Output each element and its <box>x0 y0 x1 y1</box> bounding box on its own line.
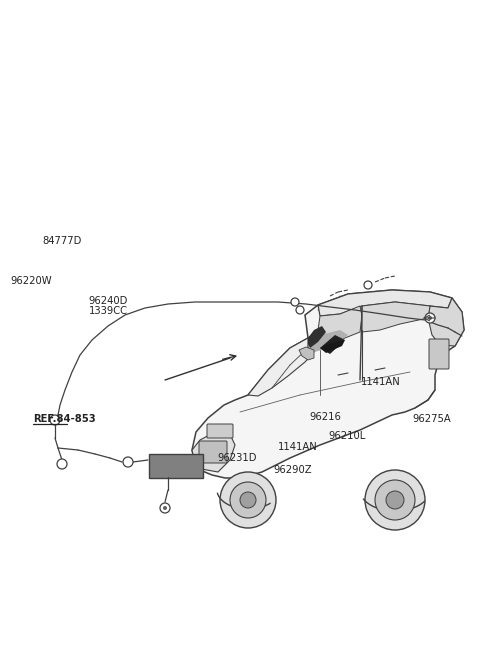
Circle shape <box>160 503 170 513</box>
Text: 96216: 96216 <box>310 411 341 422</box>
Circle shape <box>163 506 167 510</box>
Text: 84777D: 84777D <box>42 236 82 247</box>
Circle shape <box>57 459 67 469</box>
Polygon shape <box>299 347 314 360</box>
Circle shape <box>386 491 404 509</box>
Polygon shape <box>248 328 330 396</box>
FancyBboxPatch shape <box>207 424 233 438</box>
Text: 96240D: 96240D <box>89 296 128 306</box>
Polygon shape <box>320 340 345 353</box>
Text: 1141AN: 1141AN <box>361 377 401 387</box>
Polygon shape <box>192 290 464 478</box>
Text: 96231D: 96231D <box>217 453 256 463</box>
Polygon shape <box>308 326 326 348</box>
Circle shape <box>220 472 276 528</box>
Circle shape <box>425 313 435 323</box>
FancyBboxPatch shape <box>199 441 227 463</box>
Circle shape <box>123 457 133 467</box>
Circle shape <box>291 298 299 306</box>
Text: REF.84-853: REF.84-853 <box>33 413 95 424</box>
Text: 1141AN: 1141AN <box>277 442 317 453</box>
Circle shape <box>240 492 256 508</box>
Circle shape <box>230 482 266 518</box>
Circle shape <box>296 306 304 314</box>
Polygon shape <box>318 290 452 316</box>
Text: 96275A: 96275A <box>413 413 452 424</box>
Polygon shape <box>318 306 362 348</box>
Polygon shape <box>308 312 365 352</box>
Polygon shape <box>320 335 345 354</box>
Polygon shape <box>428 298 464 346</box>
Polygon shape <box>310 330 348 352</box>
Text: 96220W: 96220W <box>11 276 52 286</box>
Circle shape <box>50 415 60 425</box>
Polygon shape <box>192 430 235 472</box>
Polygon shape <box>362 302 430 332</box>
Circle shape <box>364 281 372 289</box>
FancyBboxPatch shape <box>429 339 449 369</box>
Circle shape <box>428 316 432 320</box>
FancyBboxPatch shape <box>149 454 203 478</box>
Text: 96210L: 96210L <box>329 430 366 441</box>
Text: 1339CC: 1339CC <box>89 306 128 316</box>
Circle shape <box>365 470 425 530</box>
Text: 96290Z: 96290Z <box>274 465 312 476</box>
Circle shape <box>375 480 415 520</box>
